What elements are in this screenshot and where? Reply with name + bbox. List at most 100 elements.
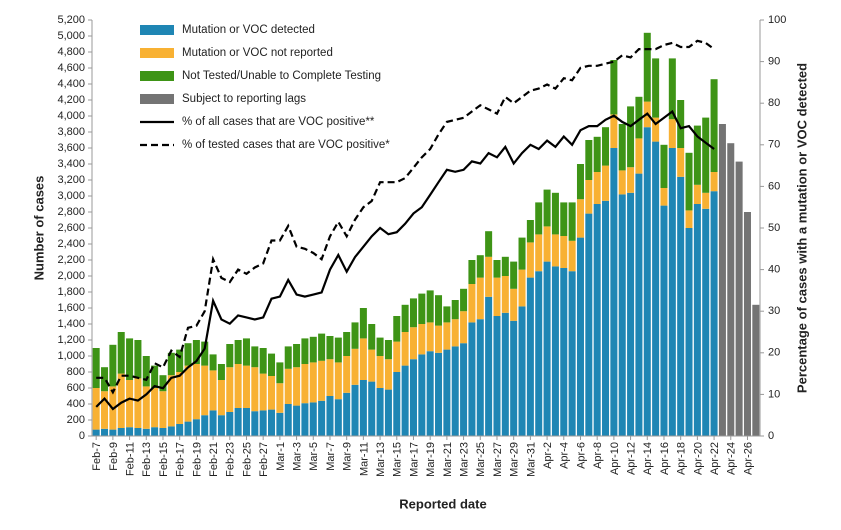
bar-segment bbox=[217, 364, 225, 380]
bar-segment bbox=[176, 349, 184, 372]
bar-segment bbox=[518, 237, 526, 270]
bar-segment bbox=[201, 365, 209, 416]
bar-segment bbox=[426, 322, 434, 352]
bar-segment bbox=[451, 300, 459, 320]
x-axis-title: Reported date bbox=[399, 496, 486, 511]
bar-segment bbox=[501, 312, 509, 436]
bar-segment bbox=[468, 260, 476, 284]
bar-segment bbox=[460, 288, 468, 312]
bar-segment bbox=[301, 364, 309, 404]
x-tick-label: Mar-23 bbox=[458, 442, 470, 477]
bar-segment bbox=[618, 124, 626, 171]
y2-tick-label: 0 bbox=[768, 430, 774, 442]
x-tick-label: Apr-16 bbox=[659, 442, 671, 475]
bar-segment bbox=[393, 341, 401, 372]
bar-segment bbox=[451, 319, 459, 347]
bar-segment bbox=[192, 340, 200, 364]
x-tick-label: Feb-17 bbox=[175, 442, 187, 477]
bar-segment bbox=[535, 234, 543, 272]
bar-segment bbox=[485, 296, 493, 436]
bar-segment bbox=[309, 362, 317, 403]
bar-segment bbox=[326, 396, 334, 436]
bar-segment bbox=[368, 381, 376, 436]
bar-segment bbox=[134, 428, 142, 436]
bar-segment bbox=[301, 403, 309, 436]
x-tick-label: Mar-19 bbox=[425, 442, 437, 477]
bar-segment bbox=[551, 192, 559, 235]
bar-segment bbox=[752, 304, 760, 436]
bar-segment bbox=[351, 348, 359, 385]
bar-segment bbox=[493, 277, 501, 316]
bar-segment bbox=[460, 311, 468, 344]
bar-segment bbox=[409, 359, 417, 436]
y2-tick-label: 70 bbox=[768, 139, 780, 151]
bar-segment bbox=[201, 415, 209, 436]
legend-label: Subject to reporting lags bbox=[182, 93, 306, 105]
bar-segment bbox=[627, 106, 635, 168]
y-tick-label: 3,600 bbox=[57, 142, 85, 154]
y-tick-label: 1,600 bbox=[57, 302, 85, 314]
bar-segment bbox=[618, 170, 626, 195]
bar-segment bbox=[276, 412, 284, 436]
y-tick-label: 2,600 bbox=[57, 222, 85, 234]
bar-segment bbox=[251, 367, 259, 412]
x-tick-label: Apr-26 bbox=[742, 442, 754, 475]
bar-segment bbox=[702, 208, 710, 436]
bar-segment bbox=[334, 399, 342, 436]
bar-segment bbox=[576, 199, 584, 238]
x-tick-label: Apr-22 bbox=[709, 442, 721, 475]
bar-segment bbox=[627, 167, 635, 193]
x-tick-label: Apr-4 bbox=[559, 442, 571, 469]
bar-segment bbox=[268, 409, 276, 436]
bar-segment bbox=[284, 368, 292, 404]
legend-label: % of tested cases that are VOC positive* bbox=[182, 139, 390, 151]
line-series bbox=[96, 39, 715, 395]
bar-segment bbox=[468, 322, 476, 436]
bar-segment bbox=[126, 427, 134, 436]
bar-segment bbox=[576, 237, 584, 436]
bar-segment bbox=[535, 202, 543, 235]
bar-segment bbox=[368, 324, 376, 350]
y-tick-label: 4,600 bbox=[57, 62, 85, 74]
bar-segment bbox=[693, 125, 701, 185]
x-tick-label: Mar-7 bbox=[325, 442, 337, 471]
bar-segment bbox=[543, 226, 551, 262]
bar-segment bbox=[226, 367, 234, 412]
bar-segment bbox=[476, 255, 484, 278]
bar-segment bbox=[134, 378, 142, 428]
x-tick-label: Feb-9 bbox=[108, 442, 120, 471]
bar-segment bbox=[184, 365, 192, 422]
bar-segment bbox=[668, 148, 676, 436]
bar-segment bbox=[142, 386, 150, 429]
y-tick-label: 1,400 bbox=[57, 318, 85, 330]
y-tick-label: 2,400 bbox=[57, 238, 85, 250]
x-tick-label: Mar-15 bbox=[392, 442, 404, 477]
y2-tick-label: 60 bbox=[768, 180, 780, 192]
bar-segment bbox=[501, 276, 509, 313]
bar-segment bbox=[151, 365, 159, 388]
bar-segment bbox=[384, 340, 392, 360]
y2-tick-label: 30 bbox=[768, 305, 780, 317]
bar-segment bbox=[602, 165, 610, 201]
bar-segment bbox=[593, 136, 601, 172]
bar-segment bbox=[593, 204, 601, 436]
bar-segment bbox=[593, 172, 601, 204]
bar-segment bbox=[101, 428, 109, 436]
y-tick-label: 2,000 bbox=[57, 270, 85, 282]
y-tick-label: 4,800 bbox=[57, 46, 85, 58]
bar-segment bbox=[92, 429, 100, 436]
bar-segment bbox=[660, 144, 668, 188]
bar-segment bbox=[192, 364, 200, 420]
bar-segment bbox=[92, 348, 100, 388]
bar-segment bbox=[167, 426, 175, 436]
bar-segment bbox=[677, 148, 685, 177]
bar-segment bbox=[226, 412, 234, 436]
y-tick-label: 3,000 bbox=[57, 190, 85, 202]
bar-segment bbox=[702, 117, 710, 193]
bar-segment bbox=[610, 60, 618, 115]
bar-segment bbox=[192, 419, 200, 436]
bar-segment bbox=[568, 202, 576, 241]
bar-segment bbox=[551, 234, 559, 267]
bar-segment bbox=[443, 349, 451, 436]
bar-segment bbox=[710, 191, 718, 436]
